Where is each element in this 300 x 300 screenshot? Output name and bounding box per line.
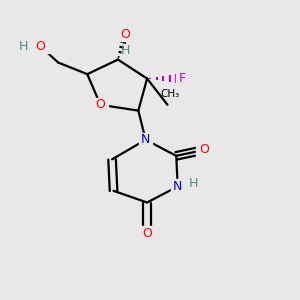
Text: N: N <box>141 133 150 146</box>
Text: F: F <box>179 72 186 85</box>
Bar <box>139 226 155 240</box>
Bar <box>139 133 152 146</box>
Bar <box>33 40 49 53</box>
Bar <box>176 72 188 85</box>
Text: O: O <box>142 226 152 240</box>
Bar <box>92 98 108 111</box>
Bar <box>196 143 212 157</box>
Text: H: H <box>189 177 198 190</box>
Text: O: O <box>199 143 209 157</box>
Text: H: H <box>121 44 130 57</box>
Text: N: N <box>173 180 182 193</box>
Bar <box>171 179 196 194</box>
Text: CH₃: CH₃ <box>161 89 180 99</box>
Bar <box>117 28 133 41</box>
Text: O: O <box>95 98 105 111</box>
Text: O: O <box>36 40 46 53</box>
Text: H: H <box>18 40 28 53</box>
Text: O: O <box>120 28 130 41</box>
